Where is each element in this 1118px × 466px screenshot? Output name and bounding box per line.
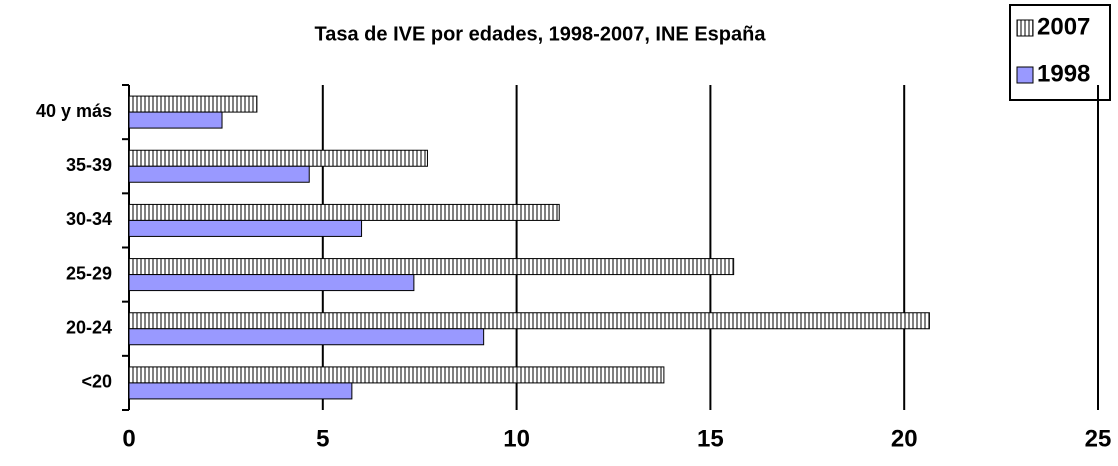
x-tick-label: 5: [316, 425, 329, 452]
bar: [128, 312, 930, 330]
y-tick-label: 35-39: [66, 155, 112, 175]
legend-label: 1998: [1037, 60, 1090, 87]
bar: [128, 165, 310, 183]
bar: [128, 111, 223, 129]
bar: [128, 219, 363, 237]
y-tick-label: 25-29: [66, 263, 112, 283]
y-tick-label: 30-34: [66, 209, 112, 229]
bar: [128, 382, 353, 400]
x-tick-label: 10: [503, 425, 530, 452]
y-tick-label: 40 y más: [36, 101, 112, 121]
legend-swatch: [1016, 19, 1034, 37]
bar: [128, 149, 428, 167]
bar: [128, 203, 560, 221]
x-tick-label: 20: [891, 425, 918, 452]
bar: [128, 366, 665, 384]
x-tick-label: 15: [697, 425, 724, 452]
bar: [128, 258, 735, 276]
chart-title: Tasa de IVE por edades, 1998-2007, INE E…: [315, 23, 767, 45]
y-tick-label: <20: [81, 372, 112, 392]
legend-label: 2007: [1037, 13, 1090, 40]
bar: [128, 95, 258, 113]
bar: [128, 274, 415, 292]
x-tick-label: 25: [1085, 425, 1112, 452]
legend-swatch: [1016, 66, 1034, 84]
bar: [128, 328, 485, 346]
x-tick-label: 0: [122, 425, 135, 452]
y-tick-label: 20-24: [66, 318, 112, 338]
